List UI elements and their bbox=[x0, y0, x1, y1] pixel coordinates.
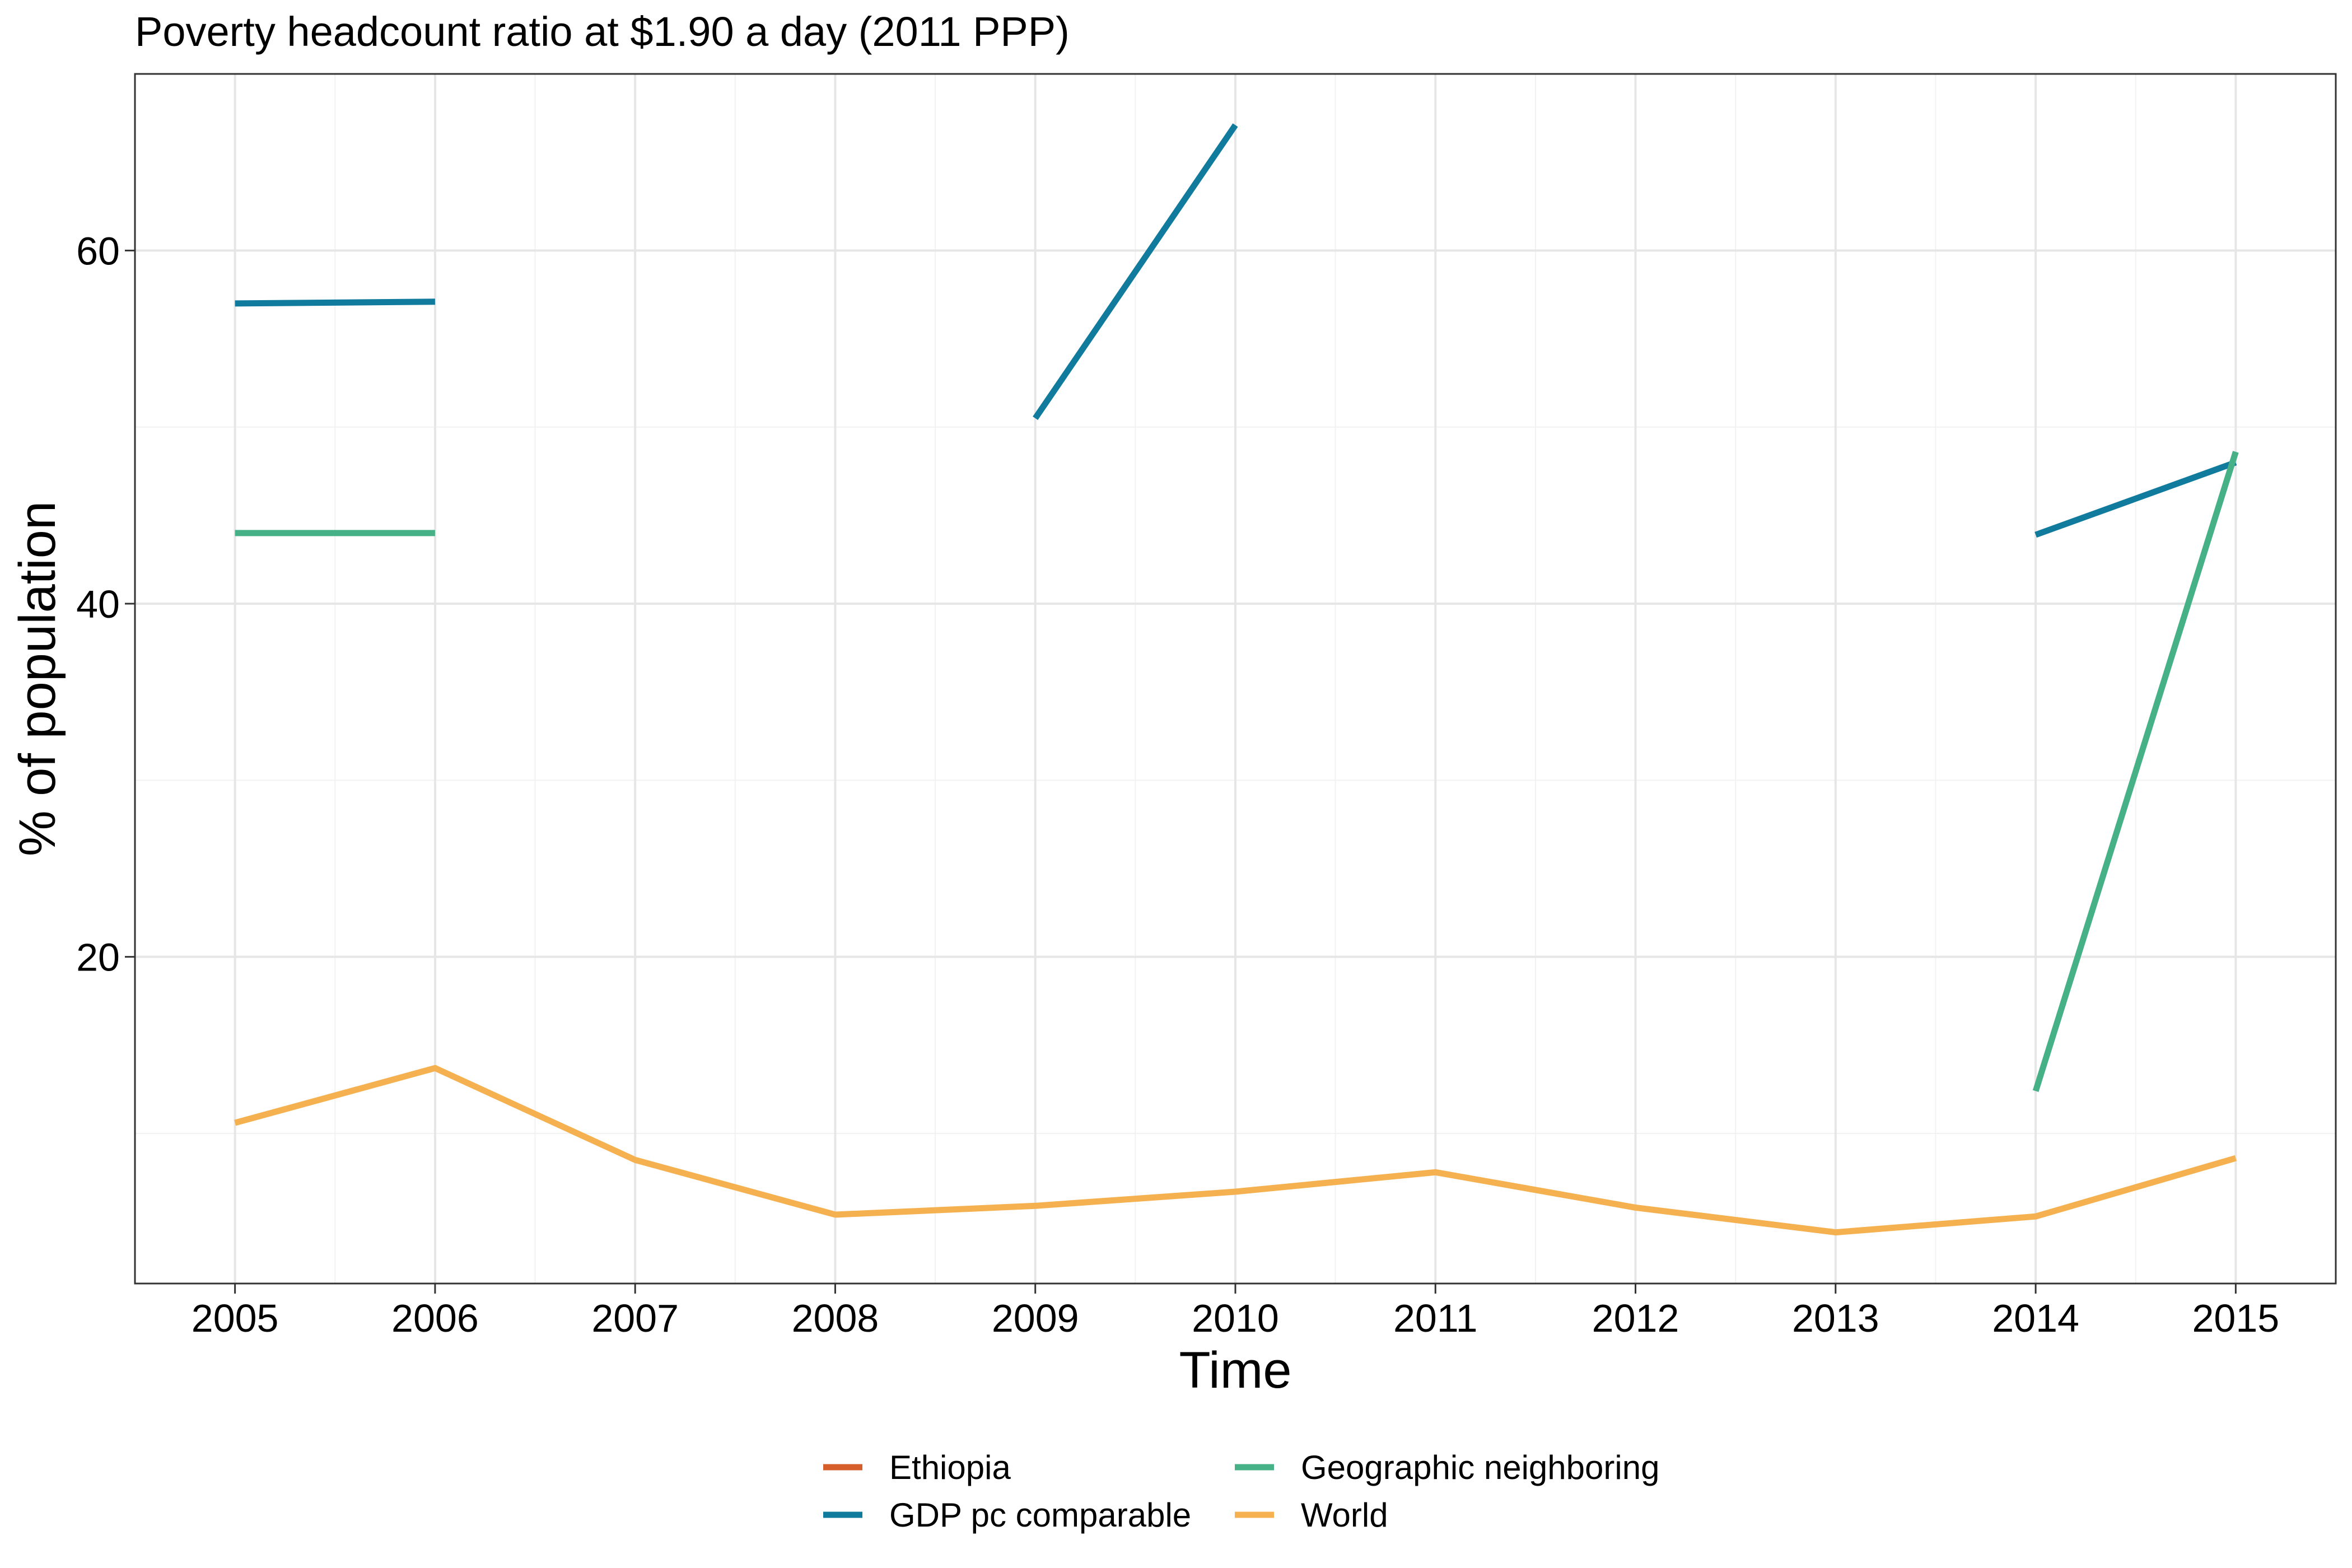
legend-item-world: World bbox=[1235, 1496, 1388, 1534]
x-tick-label: 2009 bbox=[992, 1296, 1079, 1340]
legend-item-ethiopia: Ethiopia bbox=[823, 1449, 1011, 1486]
y-tick-label: 40 bbox=[76, 582, 120, 626]
grid bbox=[135, 74, 2336, 1284]
y-axis: 20 40 60 bbox=[76, 229, 135, 979]
series-line-gdp-pc-comparable bbox=[2034, 459, 2237, 538]
series-line-world bbox=[234, 1065, 2237, 1236]
y-axis-title: % of population bbox=[9, 501, 66, 856]
legend-item-gdp-pc-comparable: GDP pc comparable bbox=[823, 1496, 1191, 1534]
y-tick-label: 20 bbox=[76, 936, 120, 979]
legend-label-geographic-neighboring: Geographic neighboring bbox=[1301, 1449, 1659, 1486]
legend: Ethiopia GDP pc comparable Geographic neig… bbox=[823, 1449, 1659, 1534]
x-tick-label: 2015 bbox=[2192, 1296, 2279, 1340]
x-tick-label: 2010 bbox=[1192, 1296, 1279, 1340]
x-tick-label: 2012 bbox=[1592, 1296, 1679, 1340]
legend-label-ethiopia: Ethiopia bbox=[889, 1449, 1011, 1486]
series-line-gdp-pc-comparable bbox=[1033, 123, 1238, 421]
legend-item-geographic-neighboring: Geographic neighboring bbox=[1235, 1449, 1659, 1486]
series-line-gdp-pc-comparable bbox=[235, 298, 435, 307]
y-tick-label: 60 bbox=[76, 229, 120, 273]
x-axis-title: Time bbox=[1179, 1342, 1291, 1399]
series-lines bbox=[234, 123, 2239, 1236]
x-tick-label: 2008 bbox=[792, 1296, 879, 1340]
series-line-geographic-neighboring bbox=[2032, 451, 2239, 1092]
legend-label-gdp-pc-comparable: GDP pc comparable bbox=[889, 1496, 1191, 1534]
x-tick-label: 2013 bbox=[1792, 1296, 1879, 1340]
x-tick-label: 2011 bbox=[1393, 1296, 1478, 1340]
x-tick-label: 2014 bbox=[1992, 1296, 2079, 1340]
chart-title: Poverty headcount ratio at $1.90 a day (… bbox=[135, 8, 1070, 55]
x-tick-label: 2006 bbox=[391, 1296, 479, 1340]
legend-label-world: World bbox=[1301, 1496, 1388, 1534]
x-tick-label: 2005 bbox=[192, 1296, 279, 1340]
x-axis: 2005 2006 2007 2008 2009 2010 2011 2012 2013 2014… bbox=[192, 1284, 2279, 1340]
x-tick-label: 2007 bbox=[591, 1296, 679, 1340]
